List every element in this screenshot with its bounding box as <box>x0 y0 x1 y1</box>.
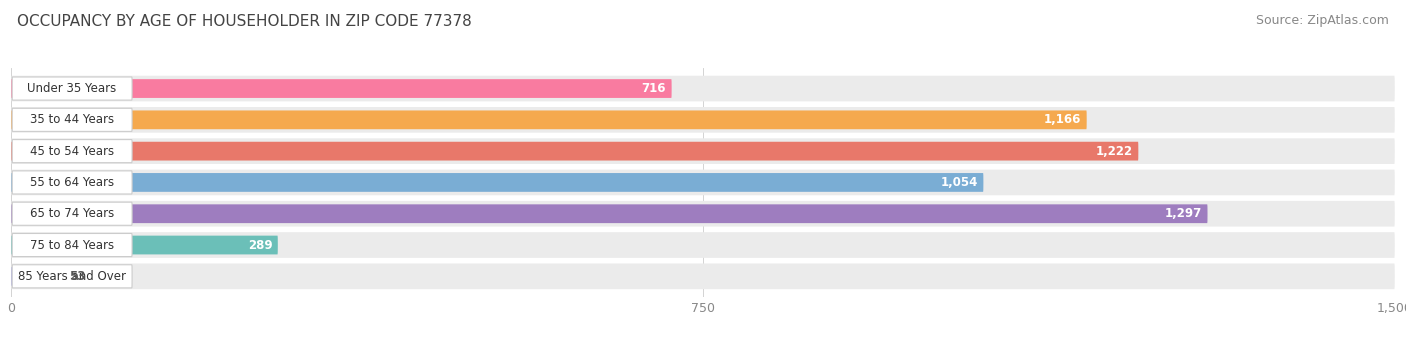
FancyBboxPatch shape <box>11 264 1395 289</box>
Text: 1,166: 1,166 <box>1043 113 1081 126</box>
FancyBboxPatch shape <box>11 169 1395 195</box>
Text: 35 to 44 Years: 35 to 44 Years <box>30 113 114 126</box>
FancyBboxPatch shape <box>11 232 1395 258</box>
Text: OCCUPANCY BY AGE OF HOUSEHOLDER IN ZIP CODE 77378: OCCUPANCY BY AGE OF HOUSEHOLDER IN ZIP C… <box>17 14 471 29</box>
Text: 289: 289 <box>247 239 273 252</box>
Text: Under 35 Years: Under 35 Years <box>28 82 117 95</box>
FancyBboxPatch shape <box>11 76 1395 101</box>
FancyBboxPatch shape <box>13 108 132 131</box>
Text: 53: 53 <box>69 270 86 283</box>
FancyBboxPatch shape <box>11 107 1395 133</box>
Text: Source: ZipAtlas.com: Source: ZipAtlas.com <box>1256 14 1389 27</box>
FancyBboxPatch shape <box>11 142 1139 161</box>
FancyBboxPatch shape <box>11 236 278 254</box>
Text: 75 to 84 Years: 75 to 84 Years <box>30 239 114 252</box>
FancyBboxPatch shape <box>13 202 132 225</box>
Text: 85 Years and Over: 85 Years and Over <box>18 270 127 283</box>
Text: 1,054: 1,054 <box>941 176 977 189</box>
Text: 1,297: 1,297 <box>1164 207 1202 220</box>
FancyBboxPatch shape <box>11 138 1395 164</box>
FancyBboxPatch shape <box>11 79 672 98</box>
FancyBboxPatch shape <box>11 110 1087 129</box>
FancyBboxPatch shape <box>13 139 132 163</box>
Text: 65 to 74 Years: 65 to 74 Years <box>30 207 114 220</box>
FancyBboxPatch shape <box>13 77 132 100</box>
FancyBboxPatch shape <box>11 267 60 286</box>
Text: 716: 716 <box>641 82 666 95</box>
Text: 55 to 64 Years: 55 to 64 Years <box>30 176 114 189</box>
FancyBboxPatch shape <box>13 234 132 256</box>
FancyBboxPatch shape <box>11 204 1208 223</box>
Text: 45 to 54 Years: 45 to 54 Years <box>30 145 114 158</box>
Text: 1,222: 1,222 <box>1095 145 1133 158</box>
FancyBboxPatch shape <box>11 201 1395 226</box>
FancyBboxPatch shape <box>13 171 132 194</box>
FancyBboxPatch shape <box>11 173 983 192</box>
FancyBboxPatch shape <box>13 265 132 288</box>
